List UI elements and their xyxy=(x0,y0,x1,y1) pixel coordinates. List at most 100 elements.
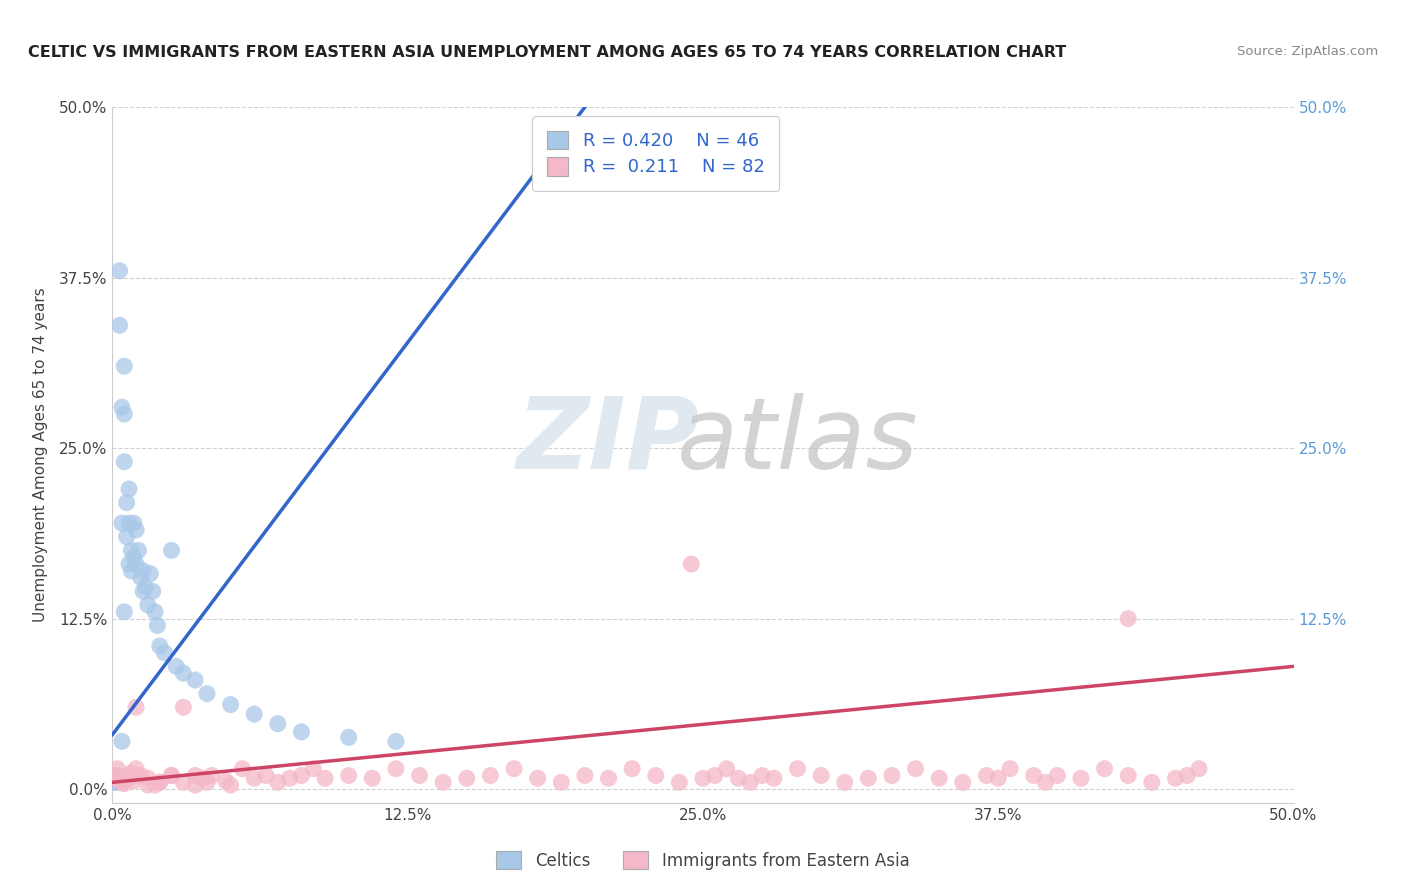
Point xyxy=(111,516,134,530)
Point xyxy=(136,778,159,792)
Point xyxy=(479,768,502,782)
Point xyxy=(108,318,131,333)
Point xyxy=(184,768,207,782)
Point xyxy=(143,605,166,619)
Point xyxy=(120,765,142,780)
Point xyxy=(191,771,214,785)
Point xyxy=(160,768,183,782)
Point xyxy=(112,605,135,619)
Point xyxy=(254,768,277,782)
Point xyxy=(160,543,183,558)
Point xyxy=(153,646,176,660)
Point xyxy=(952,775,974,789)
Point xyxy=(1070,771,1092,785)
Point xyxy=(1035,775,1057,789)
Point xyxy=(104,768,127,782)
Point xyxy=(385,762,408,776)
Point xyxy=(142,584,165,599)
Point xyxy=(574,768,596,782)
Point xyxy=(115,496,138,510)
Y-axis label: Unemployment Among Ages 65 to 74 years: Unemployment Among Ages 65 to 74 years xyxy=(32,287,48,623)
Point xyxy=(703,768,725,782)
Point xyxy=(810,768,832,782)
Point xyxy=(122,550,145,565)
Point xyxy=(880,768,903,782)
Point xyxy=(122,774,145,789)
Point xyxy=(904,762,927,776)
Point xyxy=(195,775,218,789)
Text: Source: ZipAtlas.com: Source: ZipAtlas.com xyxy=(1237,45,1378,58)
Point xyxy=(149,639,172,653)
Point xyxy=(125,557,148,571)
Point xyxy=(195,687,218,701)
Point xyxy=(112,455,135,469)
Point xyxy=(125,762,148,776)
Point xyxy=(135,580,157,594)
Point xyxy=(149,775,172,789)
Point xyxy=(337,731,360,745)
Point xyxy=(127,543,149,558)
Point xyxy=(1140,775,1163,789)
Point xyxy=(125,700,148,714)
Point xyxy=(118,557,141,571)
Point xyxy=(1094,762,1116,776)
Point xyxy=(105,762,128,776)
Point xyxy=(385,734,408,748)
Point xyxy=(598,771,620,785)
Point xyxy=(143,778,166,792)
Point xyxy=(120,564,142,578)
Point xyxy=(115,530,138,544)
Point xyxy=(122,516,145,530)
Point xyxy=(692,771,714,785)
Point xyxy=(278,771,301,785)
Point xyxy=(184,778,207,792)
Point xyxy=(302,762,325,776)
Point xyxy=(172,666,194,681)
Point xyxy=(1116,612,1139,626)
Point xyxy=(132,584,155,599)
Point xyxy=(432,775,454,789)
Point xyxy=(1116,768,1139,782)
Point xyxy=(361,771,384,785)
Point xyxy=(125,523,148,537)
Point xyxy=(129,768,152,782)
Point xyxy=(132,564,155,578)
Point xyxy=(146,618,169,632)
Point xyxy=(105,768,128,782)
Point xyxy=(111,734,134,748)
Point xyxy=(290,724,312,739)
Point xyxy=(1022,768,1045,782)
Point xyxy=(337,768,360,782)
Point xyxy=(136,771,159,785)
Point xyxy=(786,762,808,776)
Point xyxy=(105,771,128,785)
Point xyxy=(105,775,128,789)
Point xyxy=(550,775,572,789)
Point xyxy=(231,762,253,776)
Point xyxy=(456,771,478,785)
Point xyxy=(290,768,312,782)
Point xyxy=(184,673,207,687)
Text: atlas: atlas xyxy=(676,392,918,490)
Point xyxy=(120,543,142,558)
Point xyxy=(201,768,224,782)
Point xyxy=(112,407,135,421)
Point xyxy=(267,716,290,731)
Point xyxy=(165,659,187,673)
Point xyxy=(139,566,162,581)
Point xyxy=(928,771,950,785)
Point xyxy=(215,774,238,789)
Point xyxy=(112,777,135,791)
Point xyxy=(219,778,242,792)
Point xyxy=(115,768,138,782)
Point xyxy=(149,775,172,789)
Point xyxy=(118,516,141,530)
Point xyxy=(681,557,703,571)
Point xyxy=(858,771,880,785)
Point xyxy=(136,598,159,612)
Point xyxy=(243,707,266,722)
Point xyxy=(998,762,1021,776)
Point xyxy=(112,359,135,374)
Point xyxy=(172,775,194,789)
Point xyxy=(526,771,548,785)
